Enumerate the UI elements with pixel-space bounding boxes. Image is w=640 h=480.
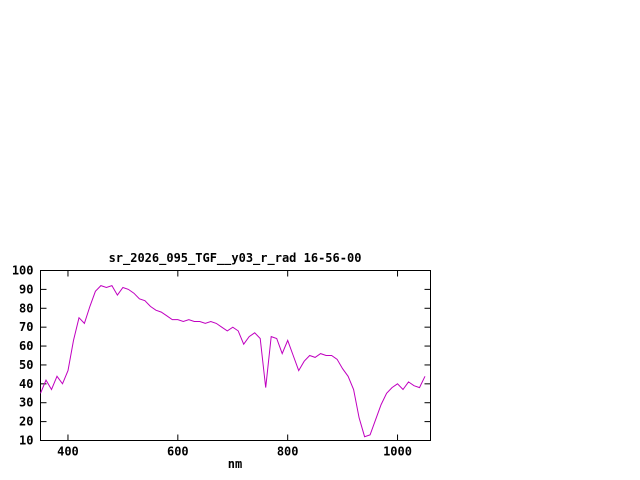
- y-tick-label: 80: [19, 301, 33, 315]
- y-tick-label: 50: [19, 358, 33, 372]
- plot-border: [40, 270, 431, 441]
- y-tick-label: 90: [19, 282, 33, 296]
- y-tick-label: 30: [19, 396, 33, 410]
- y-tick-label: 10: [19, 434, 33, 448]
- x-axis-label: nm: [228, 457, 242, 471]
- spectrum-line: [40, 284, 426, 438]
- y-tick-label: 70: [19, 320, 33, 334]
- y-tick-label: 100: [12, 264, 34, 278]
- y-tick-label: 20: [19, 415, 33, 429]
- y-tick-label: 40: [19, 377, 33, 391]
- x-tick-label: 400: [57, 445, 79, 459]
- x-tick-label: 600: [167, 445, 189, 459]
- chart-title: sr_2026_095_TGF__y03_r_rad 16-56-00: [109, 251, 362, 266]
- x-tick-label: 800: [277, 445, 299, 459]
- tick-labels: 400 600 800 1000 10 20 30 40 50 60 70 80 90 100: [12, 264, 412, 459]
- y-tick-label: 60: [19, 339, 33, 353]
- x-tick-label: 1000: [383, 445, 412, 459]
- axis-ticks: [40, 270, 431, 441]
